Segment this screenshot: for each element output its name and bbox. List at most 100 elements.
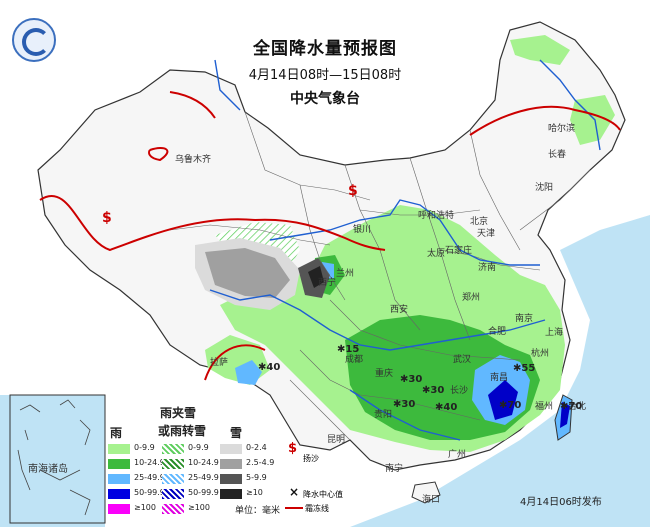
- legend-snow-swatch: [220, 459, 242, 469]
- precip-center: ✱30: [422, 385, 445, 396]
- precip-center: ✱15: [337, 344, 360, 355]
- sea-inset-bg: [0, 395, 105, 527]
- city-label: 南宁: [385, 464, 404, 474]
- forecast-period: 4月14日08时—15日08时: [248, 68, 402, 83]
- hainan-island: [411, 481, 441, 504]
- city-label: 乌鲁木齐: [175, 155, 212, 165]
- city-label: 昆明: [327, 435, 346, 445]
- logo-swirl: [22, 28, 50, 56]
- cma-logo: [12, 18, 56, 62]
- snow-heavy-core: [308, 266, 324, 288]
- legend-rain-swatch: [108, 504, 130, 514]
- frost-lines: [39, 91, 621, 381]
- legend-mix-swatch: [162, 444, 184, 454]
- legend-mix-label: 0-9.9: [188, 443, 209, 452]
- legend-mix-label: 50-99.9: [188, 488, 219, 497]
- city-label: 福州: [535, 402, 554, 412]
- legend-snow-swatch: [220, 474, 242, 484]
- province-borders: [169, 111, 591, 441]
- inset-label: 南海诸岛: [28, 464, 68, 475]
- legend-snow-label: 0-2.4: [246, 443, 267, 452]
- city-label: 南京: [515, 314, 534, 324]
- city-label: 杭州: [531, 349, 550, 359]
- legend-snow-header: 雪: [230, 426, 243, 440]
- inset-islands: [17, 399, 91, 516]
- sea-area: [350, 215, 650, 527]
- legend-rain-swatch: [108, 489, 130, 499]
- rain-light-ne: [510, 35, 570, 65]
- legend-rain-label: 0-9.9: [134, 443, 155, 452]
- city-label: 拉萨: [210, 358, 229, 368]
- legend-snow-label: 2.5-4.9: [246, 458, 275, 467]
- legend-rain-label: 25-49.9: [134, 473, 165, 482]
- city-label: 上海: [545, 328, 564, 338]
- city-label: 西宁: [318, 278, 337, 288]
- precip-center: ✱70: [499, 400, 522, 411]
- issuing-agency: 中央气象台: [290, 91, 360, 107]
- legend-rain-label: 50-99.9: [134, 488, 165, 497]
- city-label: 合肥: [488, 327, 507, 337]
- city-label: 贵阳: [374, 410, 393, 420]
- city-label: 台北: [568, 402, 587, 412]
- precip-center: ✱30: [393, 399, 416, 410]
- precip-center: ✱40: [258, 362, 281, 373]
- legend-mix-header-1: 雨夹雪: [160, 406, 197, 420]
- city-label: 太原: [427, 249, 446, 259]
- legend-mix-label: 25-49.9: [188, 473, 219, 482]
- legend-snow-swatch: [220, 489, 242, 499]
- legend-snow-label: ≥10: [246, 488, 263, 497]
- legend-center-symbol: ×: [289, 485, 299, 499]
- rain-storm-tw: [560, 402, 570, 428]
- legend-rain-label: ≥100: [134, 503, 156, 512]
- city-label: 济南: [478, 263, 497, 273]
- legend-mix-swatch: [162, 474, 184, 484]
- precip-center: ✱70: [560, 401, 583, 412]
- city-label: 武汉: [453, 355, 472, 365]
- legend-snow-swatch: [220, 444, 242, 454]
- rain-light-ne2: [570, 95, 615, 145]
- city-label: 北京: [470, 217, 489, 227]
- unit-label: 单位：毫米: [235, 506, 281, 516]
- precip-center: ✱55: [513, 363, 536, 374]
- legend-mix-swatch: [162, 489, 184, 499]
- city-label: 沈阳: [535, 183, 554, 193]
- city-label: 南昌: [490, 373, 509, 383]
- city-label: 长春: [548, 150, 567, 160]
- inset-frame: [9, 394, 106, 524]
- rain-storm: [488, 380, 518, 420]
- legend-mix-label: ≥100: [188, 503, 210, 512]
- issued-time: 4月14日06时发布: [520, 497, 602, 508]
- dust-symbol: $: [348, 183, 358, 199]
- legend-dust-symbol: $: [288, 441, 297, 456]
- city-label: 银川: [353, 225, 372, 235]
- city-label: 广州: [448, 450, 467, 460]
- legend-rain-swatch: [108, 459, 130, 469]
- legend-center-label: 降水中心值: [303, 490, 343, 499]
- precip-center: ✱30: [400, 374, 423, 385]
- legend-dust-label: 扬沙: [303, 454, 319, 463]
- dust-markers: $ $: [102, 183, 358, 226]
- rain-heavy-sw: [235, 360, 262, 385]
- legend-rain-header: 雨: [110, 426, 123, 440]
- legend: 雨 雨夹雪 或雨转雪 雪 0-9.9 10-24.9 25-49.9 50-99.9 ≥…: [108, 402, 308, 520]
- legend-frost-label: 霜冻线: [305, 504, 329, 513]
- city-label: 成都: [345, 355, 364, 365]
- city-label: 重庆: [375, 369, 394, 379]
- city-label: 长沙: [450, 386, 469, 396]
- city-label: 石家庄: [445, 246, 473, 256]
- legend-rain-swatch: [108, 474, 130, 484]
- city-label: 西安: [390, 305, 409, 315]
- snow-moderate: [205, 248, 290, 298]
- legend-mix-label: 10-24.9: [188, 458, 219, 467]
- map-title: 全国降水量预报图: [253, 39, 397, 59]
- city-label: 海口: [422, 495, 441, 505]
- legend-rain-swatch: [108, 444, 130, 454]
- legend-mix-header-2: 或雨转雪: [158, 424, 207, 438]
- city-label: 呼和浩特: [418, 211, 455, 221]
- city-label: 哈尔滨: [548, 124, 576, 134]
- dust-symbol: $: [102, 210, 112, 226]
- legend-mix-swatch: [162, 504, 184, 514]
- city-label: 天津: [477, 229, 496, 239]
- legend-mix-swatch: [162, 459, 184, 469]
